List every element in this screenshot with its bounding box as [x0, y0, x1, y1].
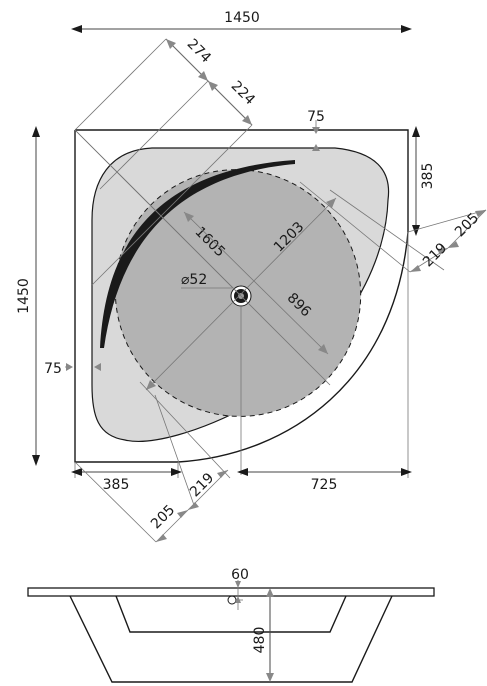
- tub-front-arc: [177, 231, 409, 463]
- basin-dashed-edge: [114, 169, 362, 417]
- label-overall-height: 1450: [16, 278, 32, 314]
- section-outer-shell: [69, 595, 393, 683]
- label-drain: ⌀52: [181, 272, 207, 288]
- dimension-rim-top: 75: [307, 109, 325, 151]
- section-drain-icon: [227, 595, 237, 605]
- section-inner-basin: [115, 595, 347, 633]
- plan-view: ⌀52 1450 1450 75 75: [16, 10, 487, 543]
- dimension-top-width: 1450: [71, 10, 412, 33]
- label-rim-left: 75: [44, 361, 62, 377]
- dimension-right-205: 205: [447, 209, 487, 249]
- label-bottom-205: 205: [148, 502, 178, 532]
- label-diag-224: 224: [228, 78, 258, 108]
- label-right-385: 385: [420, 163, 436, 190]
- dimension-rim-left: 75: [44, 361, 101, 377]
- label-section-480: 480: [252, 627, 268, 654]
- label-bottom-385: 385: [103, 477, 130, 493]
- label-bottom-725: 725: [311, 477, 338, 493]
- label-rim-top: 75: [307, 109, 325, 125]
- dimension-bottom-725: 725: [237, 232, 412, 493]
- dimension-right-385: 385: [412, 126, 436, 236]
- dimension-section-60: 60: [231, 567, 249, 610]
- label-overall-width: 1450: [224, 10, 260, 26]
- label-section-60: 60: [231, 567, 249, 583]
- dimension-bottom-205: 205: [148, 502, 189, 543]
- label-right-219: 219: [420, 240, 450, 270]
- label-bottom-219: 219: [187, 470, 217, 500]
- dimension-left-height: 1450: [16, 126, 40, 466]
- dimension-section-480: 480: [252, 588, 274, 682]
- section-rim: [27, 587, 435, 597]
- dimension-bottom-385: 385: [71, 462, 182, 493]
- section-view: 60 480: [27, 567, 435, 683]
- dimension-right-219: 219: [409, 240, 450, 273]
